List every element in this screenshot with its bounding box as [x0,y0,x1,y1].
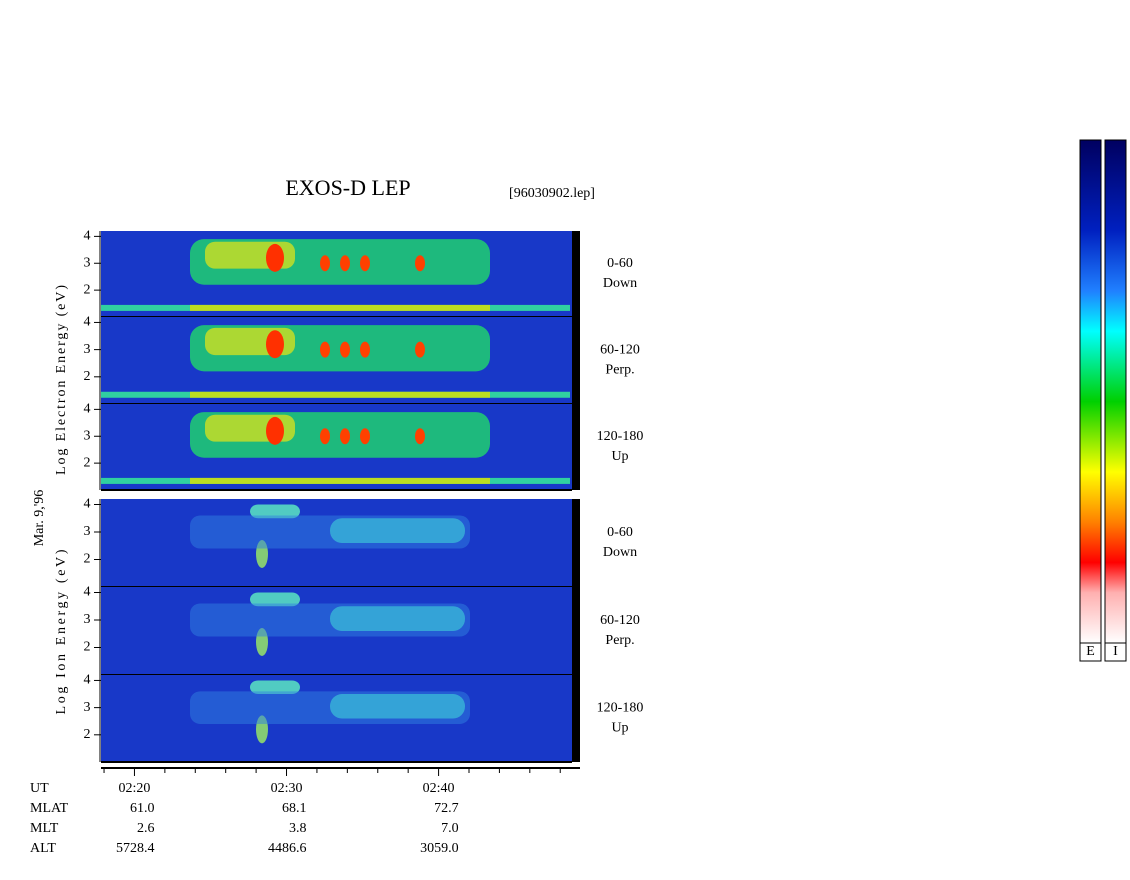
panel-edge [572,317,580,404]
spectrogram-texture [250,592,300,607]
y-tick-label: 3 [84,612,91,627]
panel-label: Down [603,545,637,560]
panel-edge [572,404,580,490]
y-tick-label: 4 [84,497,91,512]
y-tick-label: 3 [84,342,91,357]
spectrogram-texture [266,243,284,272]
chart-title: EXOS-D LEP [285,175,410,200]
spectrogram-texture [340,255,350,272]
x-tick-label: 02:20 [119,781,151,796]
spectrogram-texture [266,330,284,359]
panel-edge [572,499,580,587]
colorbar-label-box [1079,642,1102,662]
spectrogram-texture [415,428,425,445]
panel-label: 60-120 [600,343,640,358]
panel-label: Up [611,449,628,464]
x-tick-label: 02:30 [271,781,303,796]
panel-label: Perp. [605,633,634,648]
y-tick-label: 4 [84,673,91,688]
spectrogram-texture [190,304,490,311]
orbit-label: UT [30,781,49,796]
spectrogram-texture [320,341,330,358]
chart-subtitle: [96030902.lep] [509,186,595,201]
orbit-value: 4486.6 [268,841,307,856]
y-tick-label: 2 [84,552,91,567]
spectrogram-texture [190,515,470,549]
orbit-value: 72.7 [434,801,459,816]
panel-label: 120-180 [597,429,644,444]
colorbar-label-box [1104,642,1127,662]
panel-edge [572,587,580,675]
spectrogram-texture [360,255,370,272]
spectrogram-texture [320,428,330,445]
y-tick-label: 3 [84,428,91,443]
panel-edge [572,231,580,317]
orbit-value: 2.6 [137,821,155,836]
spectrogram-texture [266,416,284,445]
x-tick-label: 02:40 [423,781,455,796]
orbit-value: 3.8 [289,821,307,836]
spectrogram-texture [250,680,300,695]
panel-label: 60-120 [600,613,640,628]
orbit-value: 68.1 [282,801,307,816]
colorbar-label: I [1113,644,1118,659]
orbit-value: 7.0 [441,821,459,836]
panel-label: 120-180 [597,701,644,716]
panel-label: Down [603,276,637,291]
y-tick-label: 2 [84,369,91,384]
panel-label: Up [611,721,628,736]
panel-label: 0-60 [607,256,633,271]
orbit-label: MLAT [30,801,69,816]
y-tick-label: 3 [84,700,91,715]
y-tick-label: 4 [84,402,91,417]
orbit-label: MLT [30,821,59,836]
orbit-value: 5728.4 [116,841,155,856]
colorbar [1104,139,1127,644]
y-tick-label: 2 [84,727,91,742]
panel-label: Perp. [605,363,634,378]
orbit-value: 3059.0 [420,841,459,856]
spectrogram-texture [360,341,370,358]
y-tick-label: 2 [84,640,91,655]
y-axis-label: Log Ion Energy (eV) [54,549,69,714]
spectrogram-texture [340,341,350,358]
spectrogram-texture [250,504,300,519]
y-tick-label: 3 [84,524,91,539]
y-axis-label: Log Electron Energy (eV) [54,285,69,475]
spectrogram-texture [415,255,425,272]
y-tick-label: 2 [84,455,91,470]
spectrogram-texture [320,255,330,272]
spectrogram-texture [415,341,425,358]
y-tick-label: 4 [84,585,91,600]
spectrogram-texture [190,691,470,724]
spectrogram-texture [340,428,350,445]
panel-edge [572,675,580,762]
y-tick-label: 4 [84,315,91,330]
spectrogram-texture [190,391,490,398]
panel-label: 0-60 [607,525,633,540]
y-tick-label: 3 [84,255,91,270]
date-label: Mar. 9,'96 [32,490,47,547]
orbit-label: ALT [30,841,56,856]
spectrogram-texture [190,477,490,484]
orbit-value: 61.0 [130,801,155,816]
spectrogram-texture [190,603,470,637]
y-tick-label: 2 [84,282,91,297]
y-tick-label: 4 [84,229,91,244]
colorbar [1079,139,1102,644]
spectrogram-texture [360,428,370,445]
colorbar-label: E [1086,644,1095,659]
